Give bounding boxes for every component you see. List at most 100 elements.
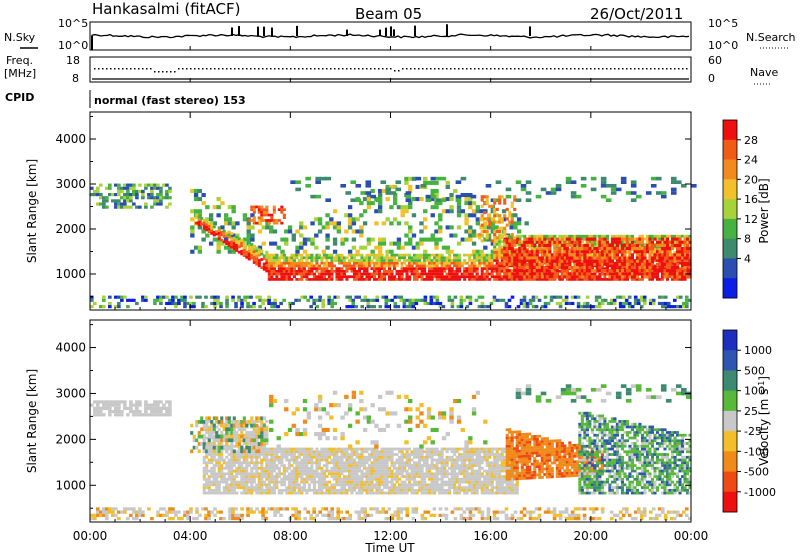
heatmap-cell	[205, 205, 209, 209]
heatmap-cell	[493, 514, 497, 517]
heatmap-cell	[278, 219, 281, 222]
heatmap-cell	[648, 269, 651, 272]
heatmap-cell	[138, 507, 142, 510]
heatmap-cell	[330, 262, 333, 265]
heatmap-cell	[434, 205, 438, 209]
heatmap-cell	[621, 180, 627, 184]
nave-dot	[518, 68, 520, 70]
heatmap-cell	[676, 180, 682, 184]
heatmap-cell	[382, 238, 386, 242]
heatmap-cell	[448, 254, 451, 257]
heatmap-cell	[270, 216, 273, 219]
nave-dot	[486, 68, 488, 70]
heatmap-cell	[359, 213, 363, 217]
heatmap-cell	[619, 517, 623, 520]
heatmap-cell	[496, 180, 502, 184]
nave-dot	[466, 68, 468, 70]
heatmap-cell	[105, 206, 109, 209]
heatmap-cell	[526, 191, 532, 195]
heatmap-cell	[546, 191, 552, 195]
heatmap-cell	[234, 507, 238, 510]
heatmap-cell	[423, 270, 426, 273]
heatmap-cell	[616, 514, 620, 517]
heatmap-cell	[129, 199, 133, 202]
nave-dot	[290, 68, 292, 70]
nave-dot	[490, 68, 492, 70]
heatmap-cell	[631, 238, 634, 241]
heatmap-cell	[526, 266, 529, 269]
heatmap-cell	[593, 253, 596, 256]
heatmap-cell	[337, 225, 341, 229]
heatmap-cell	[611, 188, 617, 192]
nave-dot	[174, 71, 176, 73]
heatmap-cell	[378, 250, 382, 254]
heatmap-cell	[634, 517, 638, 520]
heatmap-cell	[375, 296, 379, 299]
heatmap-cell	[581, 184, 587, 188]
heatmap-cell	[265, 251, 268, 254]
heatmap-cell	[651, 263, 654, 266]
heatmap-cell	[487, 514, 491, 517]
nave-dot	[610, 68, 612, 70]
heatmap-cell	[123, 511, 127, 514]
heatmap-cell	[671, 180, 677, 184]
heatmap-cell	[90, 305, 94, 308]
heatmap-cell	[535, 305, 539, 308]
heatmap-cell	[442, 305, 446, 308]
nave-dot	[630, 68, 632, 70]
heatmap-cell	[438, 225, 442, 229]
heatmap-cell	[312, 511, 316, 514]
power-colorbar-swatch	[723, 258, 737, 278]
heatmap-cell	[231, 511, 235, 514]
heatmap-cell	[541, 275, 544, 278]
heatmap-cell	[353, 256, 356, 259]
nave-dot	[226, 68, 228, 70]
heatmap-cell	[406, 273, 409, 276]
heatmap-cell	[536, 253, 539, 256]
heatmap-cell	[412, 305, 416, 308]
heatmap-cell	[408, 242, 412, 246]
heatmap-cell	[325, 234, 329, 238]
heatmap-cell	[401, 246, 405, 250]
heatmap-cell	[318, 221, 322, 225]
heatmap-cell	[183, 305, 187, 308]
nave-dot	[246, 68, 248, 70]
heatmap-cell	[571, 191, 577, 195]
heatmap-cell	[476, 209, 480, 213]
heatmap-cell	[559, 296, 563, 299]
heatmap-cell	[303, 242, 307, 246]
nave-dot	[234, 68, 236, 70]
heatmap-cell	[460, 302, 464, 305]
heatmap-cell	[431, 205, 435, 209]
heatmap-cell	[606, 235, 609, 238]
heatmap-cell	[406, 195, 412, 199]
heatmap-cell	[225, 296, 229, 299]
heatmap-cell	[186, 517, 190, 520]
heatmap-cell	[190, 189, 194, 193]
nave-dot	[642, 68, 644, 70]
heatmap-cell	[363, 296, 367, 299]
heatmap-cell	[355, 229, 359, 233]
heatmap-cell	[626, 263, 629, 266]
heatmap-cell	[546, 269, 549, 272]
heatmap-cell	[378, 270, 381, 273]
heatmap-cell	[526, 198, 532, 202]
heatmap-cell	[231, 296, 235, 299]
heatmap-cell	[345, 278, 348, 281]
heatmap-cell	[315, 259, 318, 262]
heatmap-cell	[441, 198, 447, 202]
heatmap-cell	[601, 272, 604, 275]
heatmap-cell	[586, 250, 589, 253]
nave-scale-top: 60	[708, 54, 722, 67]
heatmap-cell	[541, 263, 544, 266]
heatmap-cell	[664, 296, 668, 299]
heatmap-cell	[219, 305, 223, 308]
heatmap-cell	[641, 241, 644, 244]
heatmap-cell	[228, 221, 232, 225]
heatmap-cell	[382, 189, 386, 193]
heatmap-cell	[280, 250, 284, 254]
heatmap-cell	[616, 244, 619, 247]
nave-dot	[454, 68, 456, 70]
nave-dot	[154, 71, 156, 73]
heatmap-cell	[461, 209, 465, 213]
